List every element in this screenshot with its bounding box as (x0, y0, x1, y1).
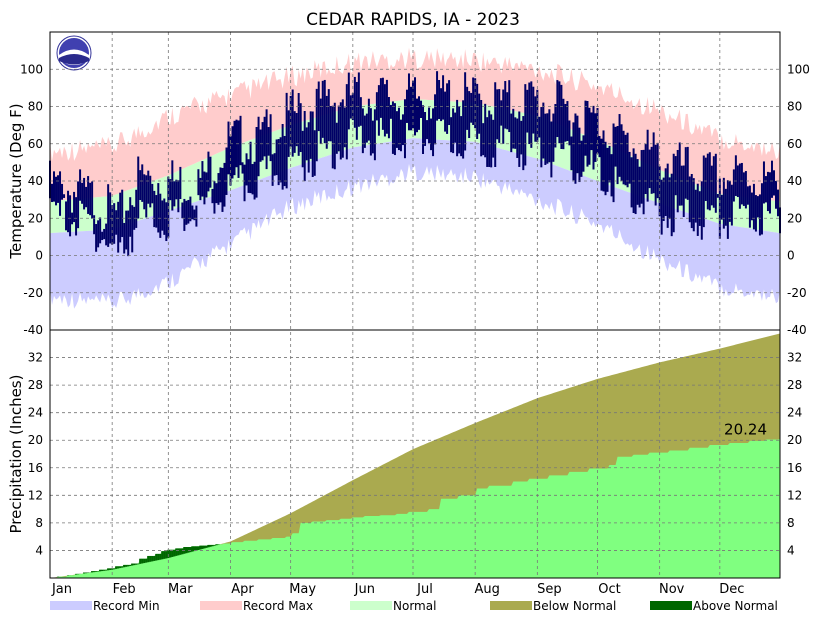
month-label: Jul (416, 582, 433, 597)
legend-swatch (50, 601, 92, 610)
precip-total-label: 20.24 (724, 421, 767, 439)
temp-tick-label-left: 80 (28, 100, 43, 114)
month-label: Apr (231, 582, 254, 597)
precip-tick-label-left: 4 (35, 543, 43, 557)
temperature-axis-label: Temperature (Deg F) (7, 103, 25, 259)
month-label: Feb (113, 582, 136, 597)
noaa-logo (56, 35, 92, 71)
legend-swatch (650, 601, 692, 610)
axes-layer: -40 -40 -20 -20 0 0 20 20 40 40 60 60 80 80 100 100 4 4 8 8… (7, 31, 810, 597)
precip-tick-label-right: 28 (787, 378, 802, 392)
legend-label: Record Max (243, 599, 313, 613)
precip-tick-label-left: 8 (35, 516, 43, 530)
temp-tick-label-left: 20 (28, 211, 43, 225)
month-label: Nov (659, 582, 685, 597)
precip-tick-label-right: 24 (787, 406, 802, 420)
precip-tick-label-right: 32 (787, 351, 802, 365)
precip-tick-label-left: 32 (28, 351, 43, 365)
month-label: Oct (598, 582, 620, 597)
month-label: May (289, 582, 316, 597)
temp-tick-label-right: 80 (787, 100, 802, 114)
temp-tick-label-left: -40 (23, 323, 43, 337)
temp-tick-label-left: 0 (35, 249, 43, 263)
precipitation-panel: 20.24 (50, 333, 780, 578)
temp-tick-label-right: -40 (787, 323, 807, 337)
temperature-panel (49, 47, 781, 309)
temp-tick-label-right: 60 (787, 137, 802, 151)
legend-label: Record Min (93, 599, 160, 613)
temp-tick-label-right: -20 (787, 286, 807, 300)
month-label: Aug (474, 582, 499, 597)
precip-tick-label-left: 16 (28, 461, 43, 475)
precip-tick-label-left: 20 (28, 433, 43, 447)
precipitation-axis-label: Precipitation (Inches) (7, 375, 25, 534)
temp-tick-label-right: 0 (787, 249, 795, 263)
temp-tick-label-left: 40 (28, 174, 43, 188)
precip-tick-label-right: 16 (787, 461, 802, 475)
precip-tick-label-right: 8 (787, 516, 795, 530)
legend-swatch (200, 601, 242, 610)
precip-tick-label-left: 28 (28, 378, 43, 392)
precip-tick-label-right: 12 (787, 488, 802, 502)
legend-label: Below Normal (533, 599, 616, 613)
temp-tick-label-right: 100 (787, 62, 810, 76)
month-label: Sep (537, 582, 562, 597)
precip-tick-label-left: 12 (28, 488, 43, 502)
legend-label: Normal (393, 599, 436, 613)
temp-tick-label-left: -20 (23, 286, 43, 300)
temp-tick-label-left: 60 (28, 137, 43, 151)
chart-title: CEDAR RAPIDS, IA - 2023 (306, 10, 520, 30)
month-label: Jan (51, 582, 72, 597)
temp-tick-label-left: 100 (20, 62, 43, 76)
precip-tick-label-right: 4 (787, 543, 795, 557)
plot-frame (49, 31, 781, 579)
temp-tick-label-right: 20 (787, 211, 802, 225)
temp-tick-label-right: 40 (787, 174, 802, 188)
month-label: Mar (168, 582, 193, 597)
legend-label: Above Normal (693, 599, 778, 613)
precip-tick-label-right: 20 (787, 433, 802, 447)
legend: Record Min Record Max Normal Below Normal Ab… (50, 599, 778, 613)
legend-swatch (350, 601, 392, 610)
month-label: Dec (719, 582, 744, 597)
legend-swatch (490, 601, 532, 610)
precip-tick-label-left: 24 (28, 406, 43, 420)
month-label: Jun (354, 582, 375, 597)
